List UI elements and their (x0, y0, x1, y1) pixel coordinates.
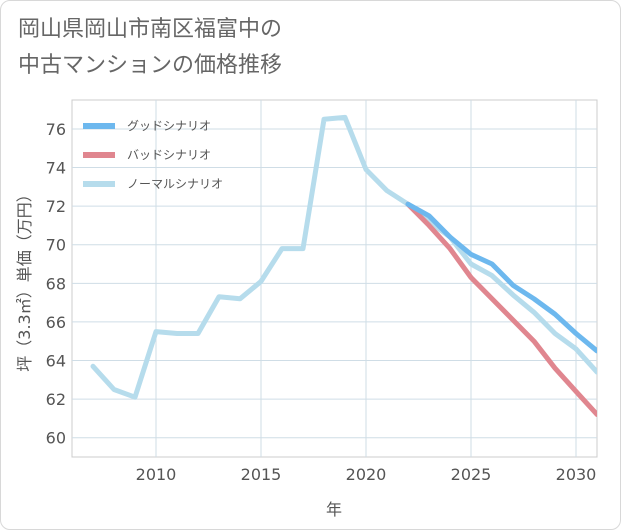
x-tick-label: 2025 (451, 465, 492, 484)
y-tick-label: 68 (46, 274, 66, 293)
series-line-2 (90, 114, 597, 400)
chart-title-line-1: 岡山県岡山市南区福富中の (18, 17, 283, 42)
x-tick-label: 2015 (241, 465, 282, 484)
chart-title: 岡山県岡山市南区福富中の 中古マンションの価格推移 (18, 12, 578, 84)
y-tick-label: 72 (46, 197, 66, 216)
y-tick-label: 66 (46, 313, 66, 332)
x-tick-label: 2030 (556, 465, 597, 484)
legend-label: グッドシナリオ (127, 119, 211, 133)
y-tick-label: 60 (46, 429, 66, 448)
series-line-1 (405, 201, 597, 417)
y-tick-label: 70 (46, 236, 66, 255)
legend-label: バッドシナリオ (127, 148, 211, 162)
x-tick-label: 2020 (346, 465, 387, 484)
y-tick-label: 74 (46, 159, 66, 178)
y-tick-label: 64 (46, 352, 66, 371)
x-axis-label: 年 (326, 500, 342, 519)
y-axis-label: 坪（3.3㎡）単価（万円） (15, 186, 34, 371)
series-lines (90, 114, 597, 417)
legend-label: ノーマルシナリオ (127, 177, 223, 191)
y-tick-label: 62 (46, 390, 66, 409)
series-line-0 (405, 201, 597, 354)
y-axis-ticks: 60 62 64 66 68 70 72 74 76 (46, 120, 66, 448)
chart-title-line-2: 中古マンションの価格推移 (18, 53, 283, 78)
x-axis-ticks: 2010 2015 2020 2025 2030 (136, 465, 597, 484)
x-tick-label: 2010 (136, 465, 177, 484)
y-tick-label: 76 (46, 120, 66, 139)
